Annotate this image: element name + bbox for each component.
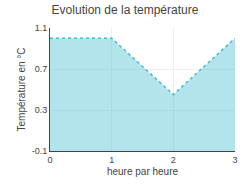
svg-text:1.1: 1.1 [35,23,48,33]
svg-text:0.3: 0.3 [35,105,48,115]
svg-text:3: 3 [232,155,237,165]
svg-text:0.7: 0.7 [35,64,48,74]
svg-text:Température en °C: Température en °C [16,47,27,131]
svg-text:2: 2 [171,155,176,165]
svg-text:0: 0 [47,155,52,165]
svg-text:heure par heure: heure par heure [107,166,179,177]
svg-text:-0.1: -0.1 [32,146,48,156]
svg-text:Evolution de la température: Evolution de la température [52,3,199,17]
svg-text:1: 1 [109,155,114,165]
